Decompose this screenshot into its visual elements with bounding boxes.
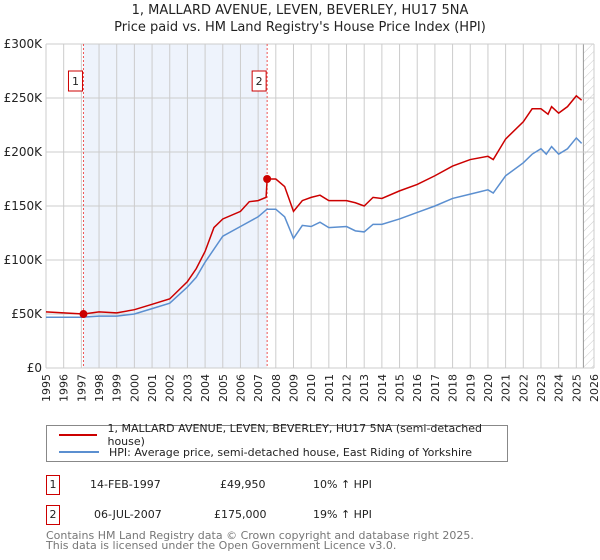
transaction-hpi: 19% ↑ HPI: [313, 508, 372, 521]
property-price-line: [45, 94, 583, 315]
transaction-date: 14-FEB-1997: [90, 478, 161, 491]
x-tick-label: 1998: [93, 374, 106, 402]
x-tick-label: 2023: [535, 374, 548, 402]
x-tick-label: 2024: [553, 374, 566, 402]
y-tick-label: £250K: [4, 91, 44, 105]
x-tick-label: 2016: [411, 374, 424, 402]
x-tick-label: 2015: [394, 374, 407, 402]
plot-area: 1995 1996 1997 1998 1999 2000 2001 2002 2003 2004…: [4, 37, 600, 402]
sale-marker-label: 2: [256, 75, 263, 88]
sale-point: [79, 310, 88, 319]
x-tick-label: 2000: [128, 374, 141, 402]
chart-subtitle: Price paid vs. HM Land Registry's House …: [114, 20, 486, 35]
x-tick-label: 2008: [270, 374, 283, 402]
x-tick-label: 2011: [323, 374, 336, 402]
legend-label: 1, MALLARD AVENUE, LEVEN, BEVERLEY, HU17…: [107, 422, 482, 448]
x-tick-label: 2010: [305, 374, 318, 402]
x-tick-label: 2013: [358, 374, 371, 402]
hpi-line: [46, 136, 583, 318]
transaction-price: £49,950: [220, 478, 266, 491]
y-tick-label: £150K: [4, 199, 44, 213]
chart-title: 1, MALLARD AVENUE, LEVEN, BEVERLEY, HU17…: [131, 3, 469, 18]
x-tick-label: 1997: [75, 374, 88, 402]
x-tick-label: 2001: [146, 374, 159, 402]
sale-marker-label: 1: [72, 75, 79, 88]
legend-label: HPI: Average price, semi-detached house,…: [109, 445, 473, 459]
legend-swatch: [59, 451, 99, 453]
legend-item-property: 1, MALLARD AVENUE, LEVEN, BEVERLEY, HU17…: [59, 422, 507, 448]
footer-copyright: Contains HM Land Registry data © Crown c…: [46, 529, 474, 542]
x-tick-label: 2018: [447, 374, 460, 402]
x-tick-label: 2026: [588, 374, 600, 402]
y-tick-label: £50K: [11, 307, 43, 321]
transaction-date: 06-JUL-2007: [94, 508, 162, 521]
x-tick-label: 2025: [570, 374, 583, 402]
x-tick-label: 1999: [111, 374, 124, 402]
x-tick-label: 2020: [482, 374, 495, 402]
x-tick-label: 2006: [234, 374, 247, 402]
legend-swatch: [59, 434, 98, 436]
sale-point: [263, 175, 272, 183]
x-tick-label: 2007: [252, 374, 265, 402]
x-tick-label: 2004: [199, 374, 212, 402]
legend-item-hpi: HPI: Average price, semi-detached house,…: [59, 444, 472, 460]
marker-badge: 2: [46, 505, 60, 525]
sale-marker-box: [251, 70, 267, 92]
x-tick-label: 2005: [217, 374, 230, 402]
x-tick-label: 1995: [40, 374, 53, 402]
x-tick-label: 2021: [500, 374, 513, 402]
sale-marker-box: [67, 70, 83, 92]
transaction-hpi: 10% ↑ HPI: [313, 478, 372, 491]
x-tick-label: 2003: [181, 374, 194, 402]
y-tick-label: £200K: [4, 145, 44, 159]
x-tick-label: 2009: [287, 374, 300, 402]
x-tick-label: 1996: [58, 374, 71, 402]
footer-licence: This data is licensed under the Open Gov…: [46, 539, 397, 552]
x-tick-label: 2014: [376, 374, 389, 402]
x-tick-label: 2002: [164, 374, 177, 402]
legend: 1, MALLARD AVENUE, LEVEN, BEVERLEY, HU17…: [46, 422, 508, 462]
x-tick-label: 2012: [341, 374, 354, 402]
y-tick-label: £100K: [4, 253, 44, 267]
transaction-price: £175,000: [214, 508, 267, 521]
x-tick-label: 2017: [429, 374, 442, 402]
y-tick-label: £0: [27, 361, 42, 375]
y-tick-label: £300K: [4, 37, 44, 51]
marker-badge: 1: [46, 475, 60, 495]
x-tick-label: 2022: [517, 374, 530, 402]
x-tick-label: 2019: [464, 374, 477, 402]
